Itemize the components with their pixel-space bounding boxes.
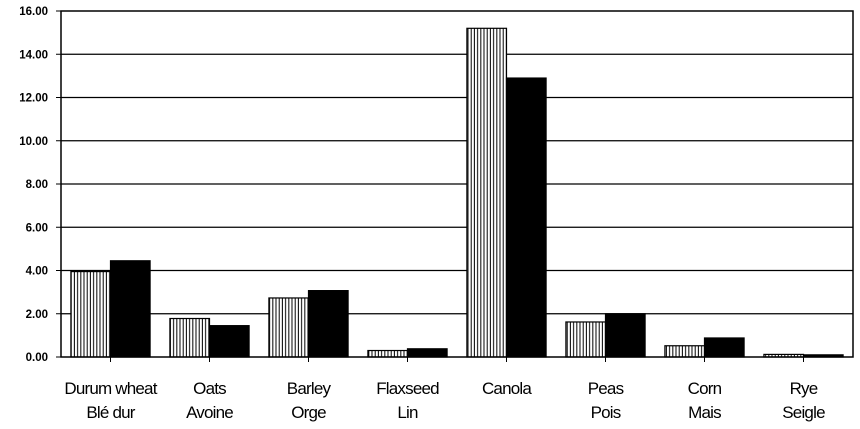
bar-solid — [406, 348, 448, 358]
y-axis: 0.00 2.00 4.00 6.00 8.00 10.00 12.00 14.00 16.00 — [19, 6, 61, 364]
bar-hatched — [169, 317, 211, 358]
x-category-label: Peas — [588, 379, 624, 398]
y-tick-label: 12.00 — [19, 93, 48, 105]
bar-solid — [307, 290, 349, 358]
bar-hatched — [565, 321, 607, 358]
bar-solid — [703, 337, 745, 358]
bar-solid — [505, 77, 547, 358]
x-category-label: Corn — [688, 379, 722, 398]
bar-hatched — [664, 345, 706, 358]
bar-solid — [109, 260, 151, 358]
x-category-label: Blé dur — [86, 403, 135, 422]
y-tick-label: 10.00 — [19, 136, 48, 148]
x-category-label: Flaxseed — [376, 379, 439, 398]
x-category-label: Lin — [397, 403, 418, 422]
y-tick-label: 6.00 — [26, 222, 48, 234]
x-category-label: Barley — [287, 379, 332, 398]
x-category-label: Canola — [482, 379, 532, 398]
y-tick-label: 2.00 — [26, 309, 48, 321]
y-tick-label: 14.00 — [19, 49, 48, 61]
bar-hatched — [466, 27, 508, 358]
bar-solid — [208, 325, 250, 358]
bar-hatched — [70, 270, 112, 358]
gridlines — [61, 53, 853, 315]
x-category-label: Pois — [591, 403, 621, 422]
x-category-label: Seigle — [782, 403, 825, 422]
y-tick-label: 0.00 — [26, 352, 48, 364]
bars — [70, 27, 844, 358]
x-category-label: Rye — [790, 379, 818, 398]
y-tick-label: 4.00 — [26, 266, 48, 278]
x-category-label: Mais — [688, 403, 721, 422]
x-axis: Durum wheat Blé dur Oats Avoine Barley Orge Fl… — [64, 357, 826, 422]
bar-solid — [604, 313, 646, 358]
bar-hatched — [268, 297, 310, 358]
x-category-label: Oats — [193, 379, 226, 398]
x-category-label: Orge — [291, 403, 326, 422]
y-tick-label: 16.00 — [19, 6, 48, 18]
x-category-label: Avoine — [186, 403, 233, 422]
y-tick-label: 8.00 — [26, 179, 48, 191]
bar-hatched — [367, 349, 409, 358]
x-category-label: Durum wheat — [64, 379, 157, 398]
